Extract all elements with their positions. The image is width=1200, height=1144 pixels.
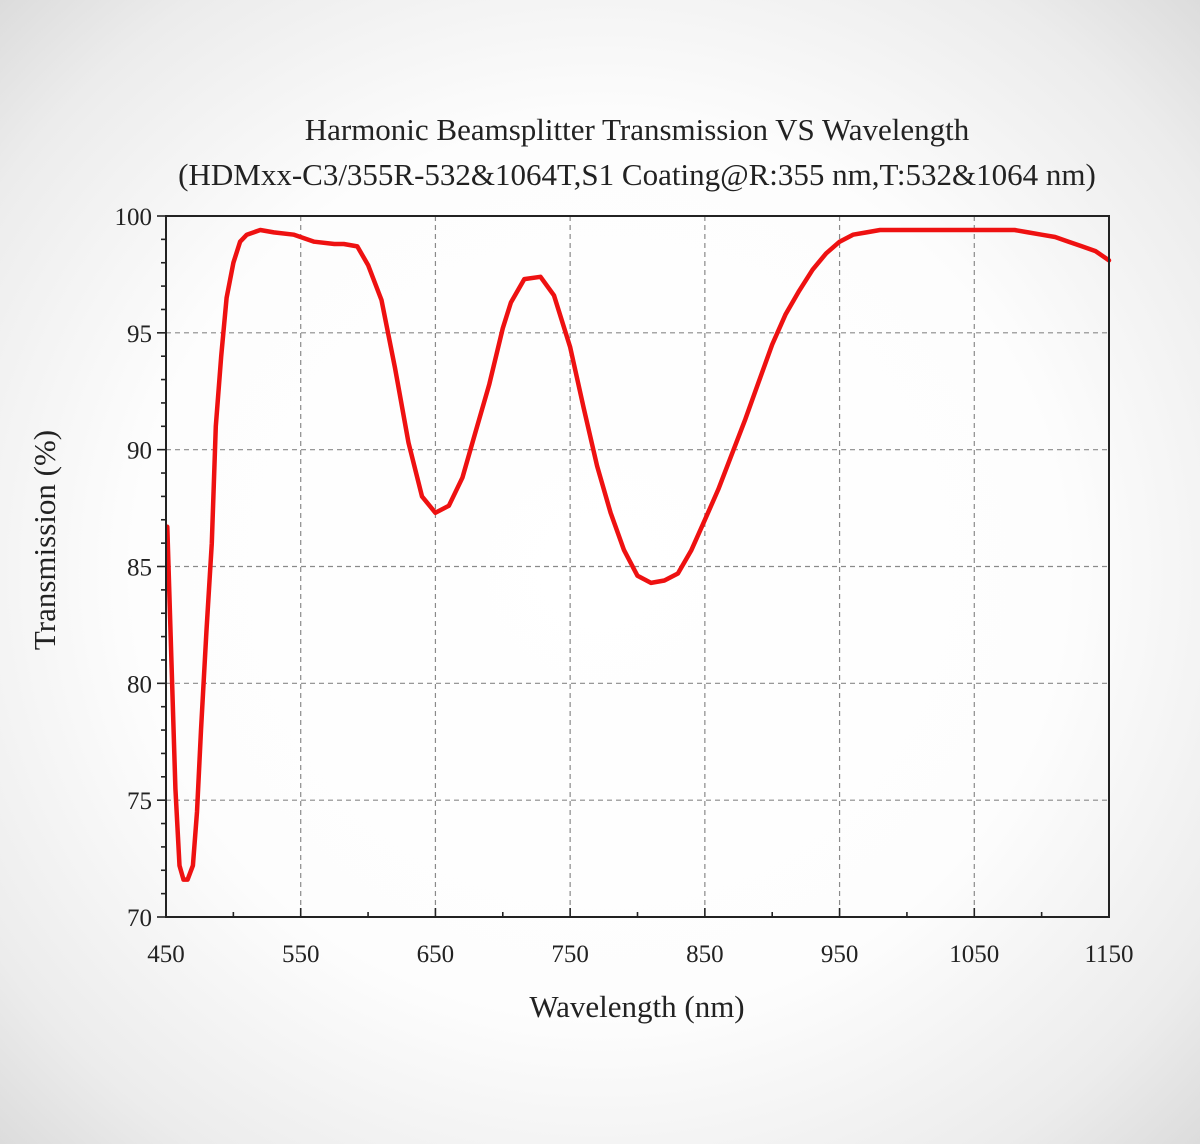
- x-tick-label: 1150: [1084, 941, 1133, 968]
- y-tick-label: 95: [127, 321, 152, 348]
- y-tick-label: 90: [127, 438, 152, 465]
- series-layer: [165, 227, 1112, 882]
- x-axis-label: Wavelength (nm): [529, 989, 744, 1024]
- y-tick-label: 70: [127, 905, 152, 932]
- plot-frame: [165, 215, 1110, 918]
- x-tick-label: 650: [417, 941, 455, 968]
- y-tick-label: 85: [127, 555, 152, 582]
- grid-lines: [166, 216, 1109, 917]
- y-axis-label: Transmission (%): [27, 430, 62, 650]
- x-tick-label: 950: [821, 941, 859, 968]
- tick-labels: 450 550 650 750 850 950 1050 1150 70 75 80 85 90 95 10…: [115, 204, 1134, 968]
- x-tick-label: 750: [551, 941, 589, 968]
- chart-subtitle: (HDMxx-C3/355R-532&1064T,S1 Coating@R:35…: [178, 157, 1096, 192]
- y-tick-label: 100: [115, 204, 153, 231]
- chart-title: Harmonic Beamsplitter Transmission VS Wa…: [305, 112, 970, 147]
- x-tick-label: 1050: [949, 941, 999, 968]
- y-tick-label: 80: [127, 671, 152, 698]
- x-tick-label: 450: [147, 941, 185, 968]
- y-tick-label: 75: [127, 788, 152, 815]
- transmission-series-line: [165, 227, 1112, 882]
- x-tick-label: 550: [282, 941, 320, 968]
- x-tick-label: 850: [686, 941, 724, 968]
